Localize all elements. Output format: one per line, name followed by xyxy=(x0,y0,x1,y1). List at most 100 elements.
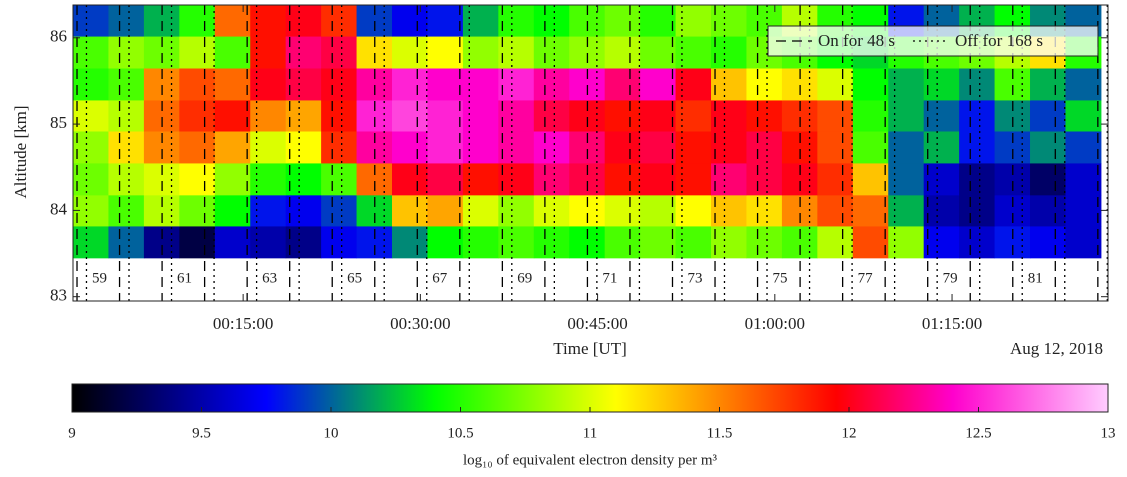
heatmap-cell xyxy=(852,99,889,132)
heatmap-cell xyxy=(427,99,464,132)
heatmap-cell xyxy=(923,162,960,196)
heatmap-cell xyxy=(1065,194,1102,227)
heatmap-cell xyxy=(427,67,464,101)
heatmap-cell xyxy=(675,36,712,69)
heatmap-cell xyxy=(73,225,109,259)
heatmap-cell xyxy=(462,162,499,196)
colorbar-tick-label: 13 xyxy=(1101,425,1116,441)
heatmap-cell xyxy=(108,225,145,259)
heatmap-cell xyxy=(250,194,287,227)
heatmap-cell xyxy=(427,162,464,196)
heatmap-cell xyxy=(73,67,109,101)
heatmap-cell xyxy=(73,5,109,37)
heatmap-cell xyxy=(179,162,216,196)
heatmap-cell xyxy=(321,130,358,164)
cycle-label: 69 xyxy=(517,270,532,286)
heatmap-cell xyxy=(392,194,428,227)
heatmap-cell xyxy=(427,5,464,37)
colorbar-tick-label: 11 xyxy=(583,425,597,441)
heatmap-cell xyxy=(321,67,358,101)
colorbar-tick-label: 10 xyxy=(324,425,339,441)
heatmap-cell xyxy=(285,194,322,227)
heatmap-cell xyxy=(959,225,996,259)
heatmap-cell xyxy=(462,67,499,101)
heatmap-cell xyxy=(321,162,358,196)
heatmap-cell xyxy=(392,5,428,37)
heatmap-cell xyxy=(214,162,251,196)
heatmap-cell xyxy=(392,36,428,69)
heatmap-cell xyxy=(675,225,712,259)
heatmap-cell xyxy=(1065,67,1102,101)
cycle-label: 61 xyxy=(177,270,192,286)
heatmap-cell xyxy=(711,5,747,37)
heatmap-cell xyxy=(73,36,109,69)
heatmap-cell xyxy=(888,67,925,101)
legend-box xyxy=(767,25,1099,57)
heatmap-cell xyxy=(888,225,925,259)
heatmap-cell xyxy=(250,225,287,259)
colorbar-tick-label: 12.5 xyxy=(965,425,991,441)
heatmap-cell xyxy=(462,5,499,37)
heatmap-cell xyxy=(711,99,747,132)
heatmap-cell xyxy=(250,36,287,69)
heatmap-cell xyxy=(73,99,109,132)
heatmap-cell xyxy=(640,162,677,196)
heatmap-cell xyxy=(852,67,889,101)
heatmap-cell xyxy=(1030,194,1066,227)
heatmap-cell xyxy=(462,194,499,227)
heatmap-cell xyxy=(498,194,535,227)
cycle-label: 75 xyxy=(773,270,788,286)
heatmap-cell xyxy=(321,36,358,69)
x-tick-label: 01:00:00 xyxy=(745,314,805,333)
colorbar-label: log₁₀ of equivalent electron density per… xyxy=(463,452,718,468)
heatmap-cell xyxy=(214,99,251,132)
heatmap-cell xyxy=(959,130,996,164)
heatmap-cell xyxy=(533,67,570,101)
heatmap-cell xyxy=(214,130,251,164)
heatmap-cell xyxy=(250,130,287,164)
heatmap-cell xyxy=(285,99,322,132)
heatmap-cell xyxy=(746,99,783,132)
heatmap-cell xyxy=(533,5,570,37)
heatmap-cell xyxy=(392,225,428,259)
heatmap-cell xyxy=(179,130,216,164)
heatmap-cell xyxy=(852,162,889,196)
colorbar-tick-label: 10.5 xyxy=(447,425,473,441)
heatmap-cell xyxy=(817,99,854,132)
colorbar-tick-label: 9 xyxy=(68,425,76,441)
heatmap-cell xyxy=(711,225,747,259)
heatmap-cell xyxy=(604,162,641,196)
heatmap-cell xyxy=(817,194,854,227)
heatmap-cell xyxy=(108,162,145,196)
heatmap-cell xyxy=(498,225,535,259)
cycle-label: 63 xyxy=(262,270,277,286)
x-tick-label: 00:45:00 xyxy=(567,314,627,333)
heatmap-cell xyxy=(427,225,464,259)
heatmap-cell xyxy=(1030,162,1066,196)
heatmap-cell xyxy=(179,225,216,259)
heatmap-cell xyxy=(1030,130,1066,164)
colorbar-tick-label: 11.5 xyxy=(707,425,733,441)
heatmap-cell xyxy=(746,225,783,259)
heatmap-cell xyxy=(888,99,925,132)
heatmap-cell xyxy=(711,67,747,101)
heatmap-cell xyxy=(817,225,854,259)
heatmap-cell xyxy=(427,194,464,227)
heatmap-cell xyxy=(108,67,145,101)
cycle-label: 79 xyxy=(943,270,958,286)
heatmap-cell xyxy=(533,130,570,164)
x-tick-label: 00:30:00 xyxy=(390,314,450,333)
heatmap-cell xyxy=(675,67,712,101)
cycle-label: 65 xyxy=(347,270,362,286)
heatmap-cell xyxy=(533,194,570,227)
heatmap-cell xyxy=(533,36,570,69)
heatmap-cell xyxy=(959,99,996,132)
heatmap-cell xyxy=(1030,67,1066,101)
heatmap-cell xyxy=(285,36,322,69)
heatmap-cell xyxy=(250,5,287,37)
heatmap-cell xyxy=(462,99,499,132)
heatmap-cell xyxy=(427,36,464,69)
heatmap-cell xyxy=(179,36,216,69)
cycle-label: 81 xyxy=(1028,270,1043,286)
heatmap-cell xyxy=(746,130,783,164)
